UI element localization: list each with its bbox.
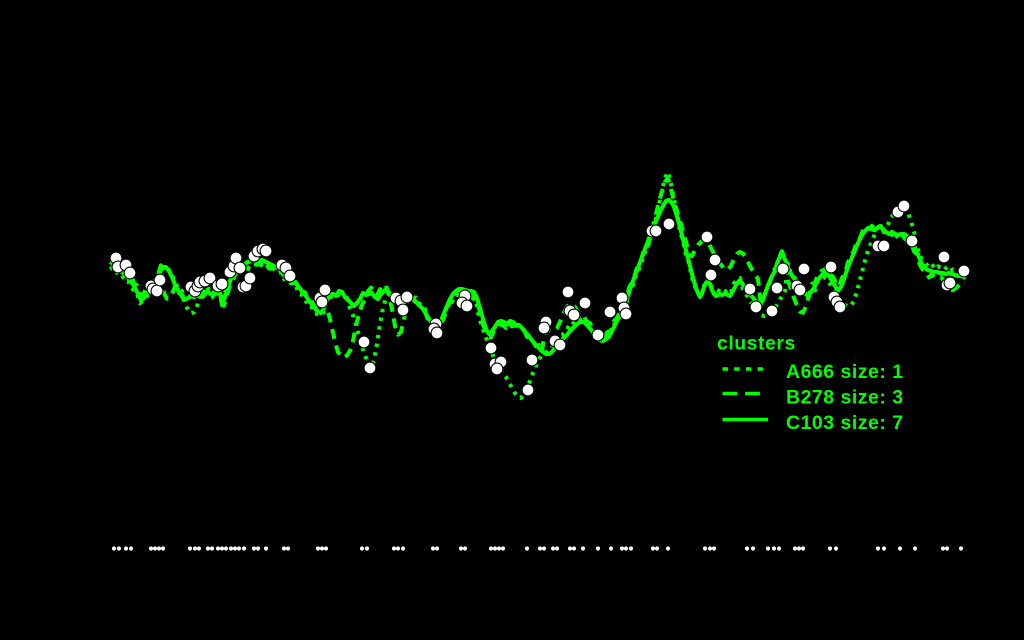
svg-text:B278 size: 3: B278 size: 3: [786, 387, 904, 409]
svg-text:A666 size: 1: A666 size: 1: [786, 361, 904, 383]
svg-text:clusters: clusters: [717, 333, 796, 355]
svg-text:C103 size: 7: C103 size: 7: [786, 412, 904, 434]
